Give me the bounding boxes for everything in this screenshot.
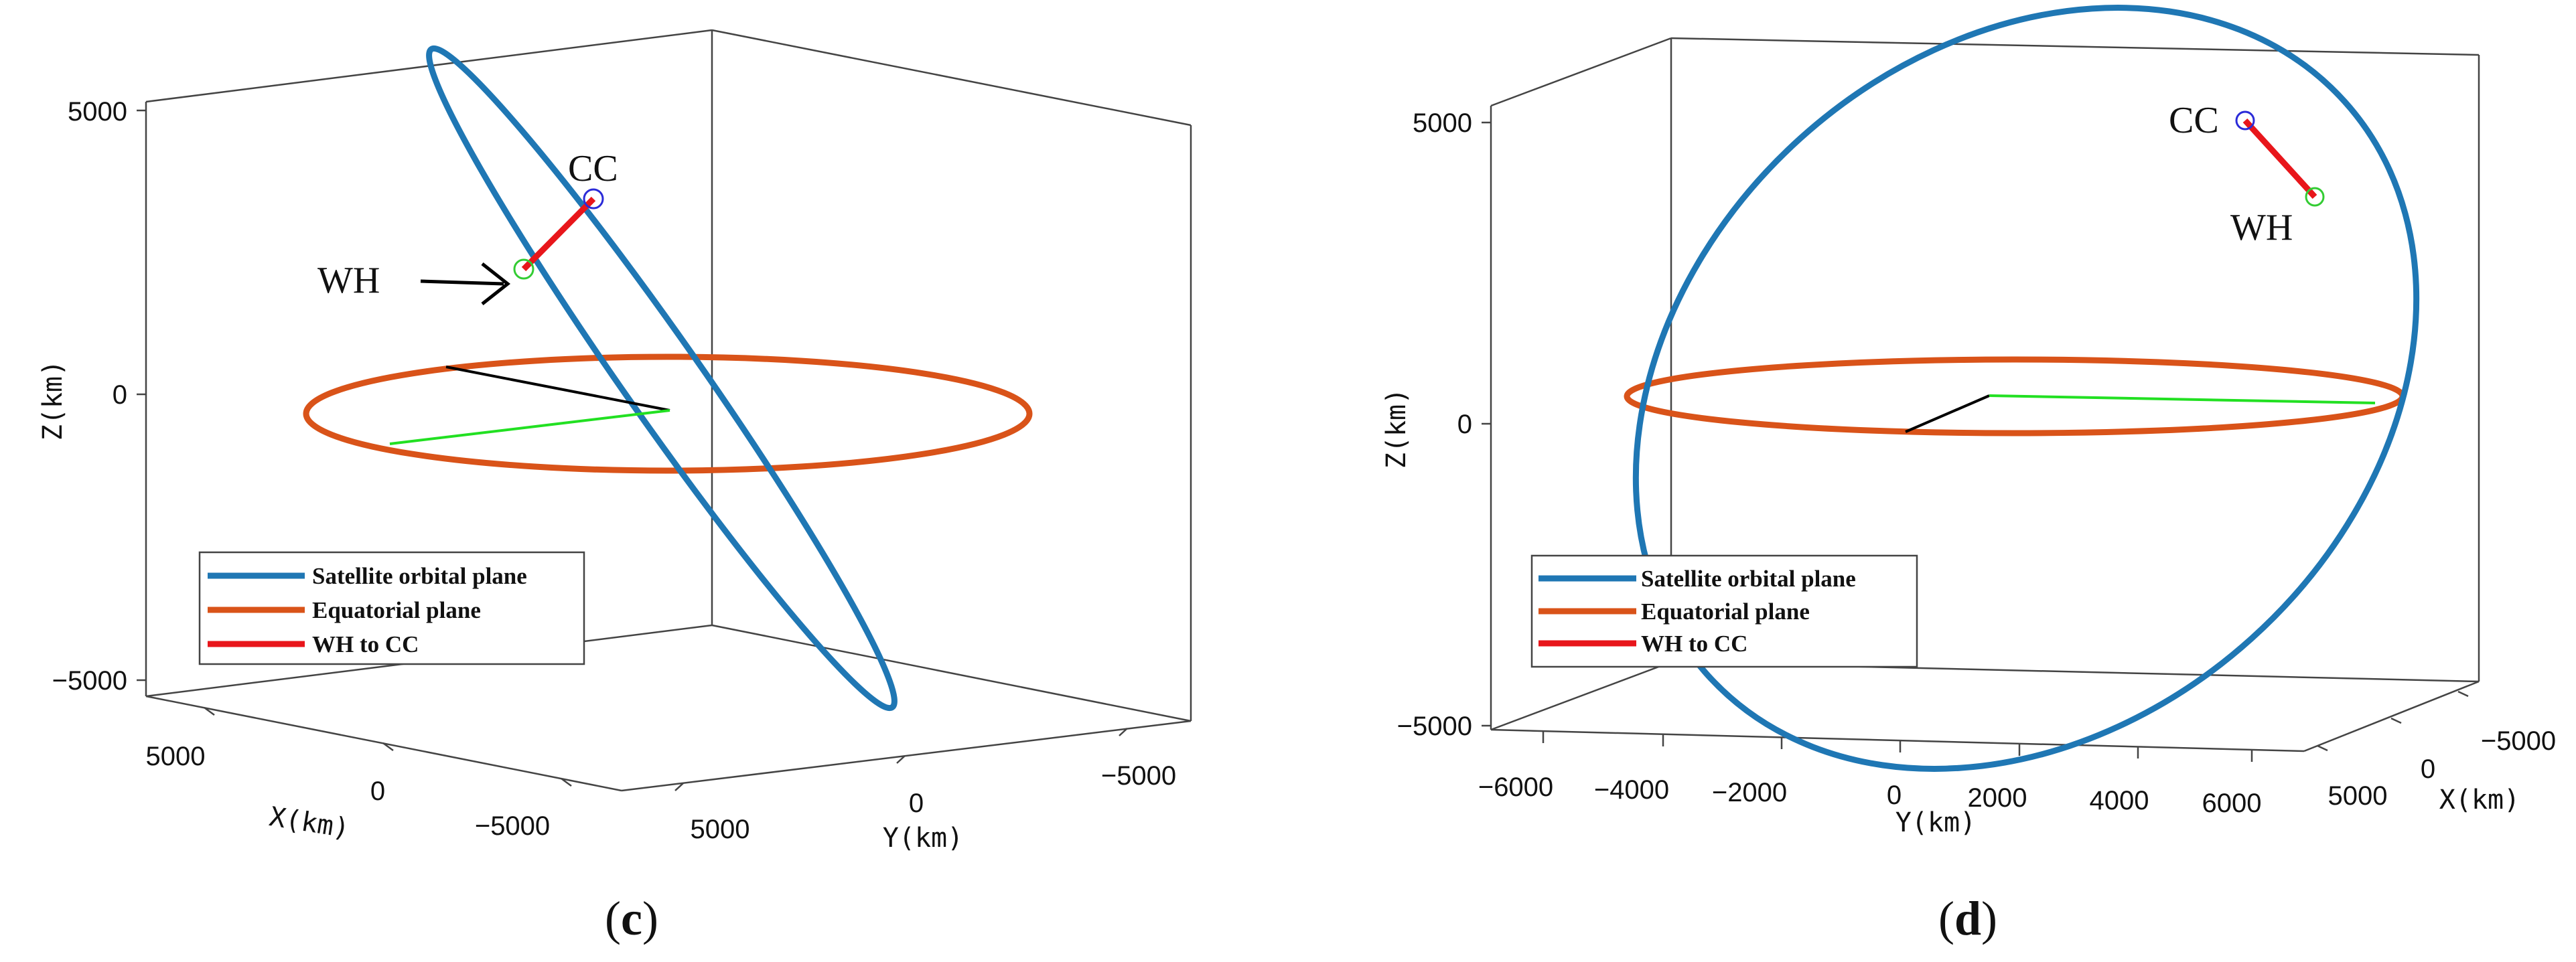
x-tick-label: 5000 xyxy=(146,742,206,771)
y-tick-label: −6000 xyxy=(1478,773,1553,802)
legend-d: Satellite orbital plane Equatorial plane… xyxy=(1530,554,1918,668)
panel-label-d: (d) xyxy=(1938,892,1997,945)
wh-marker xyxy=(2305,187,2325,207)
z-tick-label: −5000 xyxy=(1397,712,1472,741)
x-tick-marks-d xyxy=(2317,690,2469,752)
y-tick-label: −2000 xyxy=(1712,778,1787,807)
panel-c: 5000 0 −5000 Z(km) 5000 0 −5000 X(km) 50… xyxy=(38,29,1192,945)
x-axis-label: X(km) xyxy=(2439,785,2520,815)
x-tick-label: 0 xyxy=(370,777,385,806)
z-axis-label: Z(km) xyxy=(1381,388,1412,469)
wh-marker xyxy=(513,258,534,280)
cc-annotation: CC xyxy=(568,148,618,189)
y-tick-label: −5000 xyxy=(1101,761,1176,791)
y-tick-label: 4000 xyxy=(2090,786,2149,815)
legend-c: Satellite orbital plane Equatorial plane… xyxy=(198,551,585,665)
x-axis-label: X(km) xyxy=(267,801,352,844)
cc-marker xyxy=(583,188,604,210)
legend-label: Equatorial plane xyxy=(1641,598,1810,625)
wh-to-cc-link xyxy=(2242,118,2317,199)
satellite-orbit-curve xyxy=(426,45,898,712)
z-tick-marks-c xyxy=(137,109,146,682)
y-tick-marks-d xyxy=(1542,731,2253,762)
wh-annotation: WH xyxy=(317,260,380,301)
y-tick-label: 0 xyxy=(1887,781,1902,810)
satellite-orbit-curve xyxy=(1632,5,2420,772)
y-axis-label: Y(km) xyxy=(1895,807,1976,838)
wh-to-cc-link xyxy=(521,196,596,272)
x-tick-label: −5000 xyxy=(2481,726,2556,756)
z-tick-label: 0 xyxy=(1457,410,1472,439)
z-tick-label: −5000 xyxy=(52,666,127,696)
x-tick-label: 0 xyxy=(2421,754,2435,784)
wh-arrow xyxy=(420,262,511,305)
green-radial-line xyxy=(389,409,670,445)
y-tick-marks-c xyxy=(674,728,1128,791)
legend-label: Satellite orbital plane xyxy=(1641,566,1856,592)
z-tick-label: 5000 xyxy=(1413,108,1472,138)
y-tick-label: 0 xyxy=(909,789,924,818)
equatorial-plane-curve xyxy=(303,353,1033,474)
panel-d: 5000 0 −5000 Z(km) −6000 −4000 −2000 0 2… xyxy=(1381,5,2556,945)
x-tick-marks-c xyxy=(204,706,572,787)
legend-label: Satellite orbital plane xyxy=(312,563,527,589)
x-tick-label: 5000 xyxy=(2328,781,2388,811)
black-radial-line xyxy=(1905,394,1990,433)
legend-label: WH to CC xyxy=(1641,631,1747,657)
y-axis-label: Y(km) xyxy=(883,823,963,854)
green-radial-line xyxy=(1989,394,2376,404)
y-tick-label: 6000 xyxy=(2202,789,2262,818)
y-tick-label: −4000 xyxy=(1594,775,1669,805)
z-tick-marks-d xyxy=(1482,121,1491,727)
cc-marker xyxy=(2235,110,2255,131)
panel-label-c: (c) xyxy=(605,892,658,945)
y-tick-label: 2000 xyxy=(1968,783,2027,813)
x-tick-label: −5000 xyxy=(475,811,550,841)
black-radial-line xyxy=(445,366,670,412)
y-tick-label: 5000 xyxy=(691,815,750,844)
z-tick-label: 5000 xyxy=(68,97,127,127)
legend-label: Equatorial plane xyxy=(312,597,481,623)
cc-annotation: CC xyxy=(2169,100,2219,141)
z-axis-label: Z(km) xyxy=(38,360,68,440)
legend-label: WH to CC xyxy=(312,631,419,657)
z-tick-label: 0 xyxy=(113,380,127,410)
wh-annotation: WH xyxy=(2230,207,2293,248)
